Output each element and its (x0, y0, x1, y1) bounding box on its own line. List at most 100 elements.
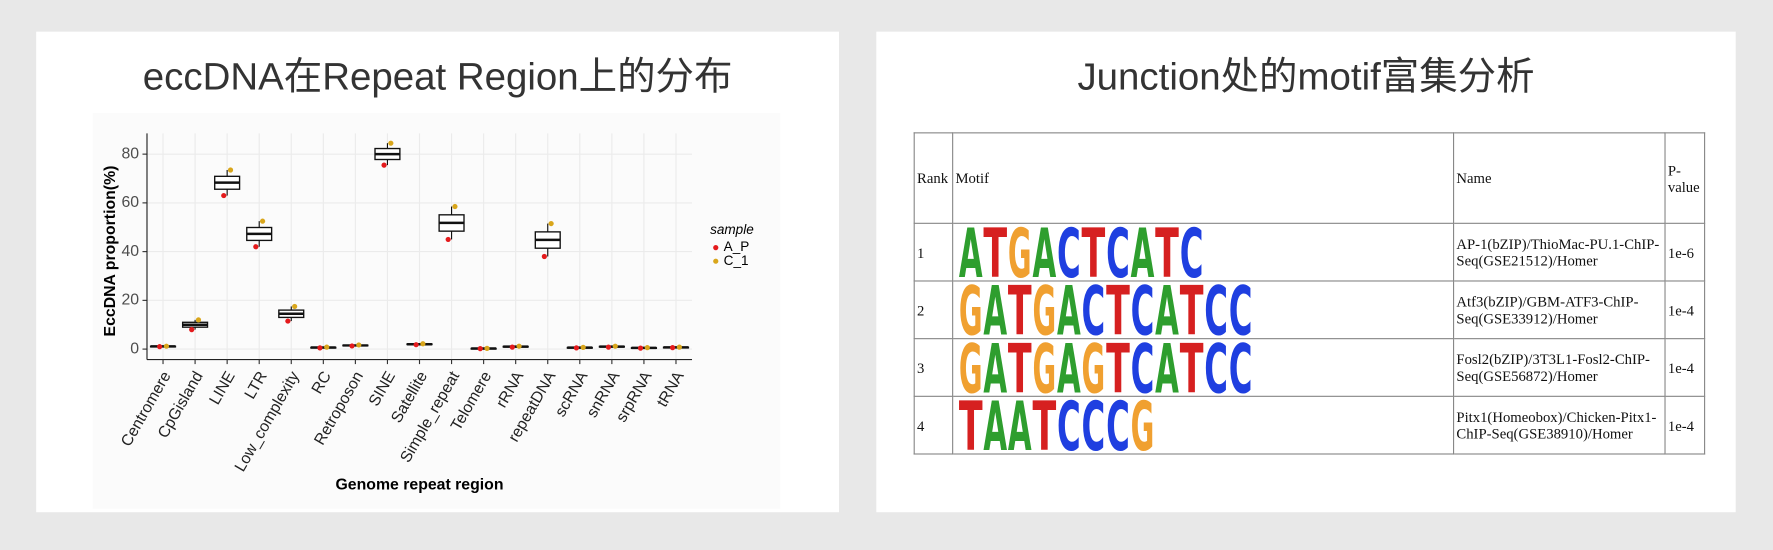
point (548, 220, 554, 227)
name-cell: Pitx1(Homeobox)/Chicken-Pitx1-ChIP-Seq(G… (1453, 395, 1666, 455)
logo-letter: C (1229, 340, 1253, 394)
logo-letter: T (983, 225, 1007, 279)
logo-letter: T (1032, 398, 1056, 452)
name-cell: Atf3(bZIP)/GBM-ATF3-ChIP-Seq(GSE33912)/H… (1453, 280, 1666, 340)
logo-letter: G (959, 283, 983, 337)
logo-letter: A (1032, 225, 1056, 279)
point (221, 192, 227, 199)
y-axis-title: EccDNA proportion(%) (102, 166, 119, 337)
logo-letter: T (1008, 340, 1032, 394)
logo-letter: C (1229, 283, 1253, 337)
point (612, 343, 618, 349)
y-tick-label: 60 (121, 194, 139, 211)
logo-letter: A (983, 340, 1007, 394)
logo-letter: A (1131, 225, 1155, 279)
motif-table: Rank Motif Name P-value 1 A T G A C T C A T C AP-1(… (913, 132, 1706, 455)
point (644, 345, 650, 351)
logo-letter: T (959, 398, 983, 452)
header-cell: Motif (952, 132, 1455, 224)
logo-letter: G (959, 340, 983, 394)
table-row: 1 A T G A C T C A T C AP-1(bZIP)/ThioMac-PU.1-ChIP-… (913, 222, 1706, 282)
logo-letter: C (1180, 225, 1204, 279)
pvalue-cell: 1e-4 (1664, 395, 1706, 455)
logo-letter: G (1032, 283, 1056, 337)
table-row: 3 G A T G A G T C A T C C Fosl2(bZIP)/3T3L1-Fosl2-ChI… (913, 338, 1706, 397)
point (356, 342, 362, 348)
y-tick-label: 40 (121, 243, 139, 260)
point (484, 345, 490, 351)
logo-letter: T (1082, 225, 1106, 279)
x-axis-title: Genome repeat region (336, 476, 504, 493)
point (189, 327, 195, 333)
point (605, 344, 612, 350)
logo-letter: A (983, 283, 1007, 337)
point (253, 244, 259, 250)
legend-label: C_1 (724, 253, 749, 268)
y-tick-label: 80 (121, 145, 139, 162)
point (573, 345, 580, 351)
logo-letter: A (1155, 283, 1179, 337)
logo-letter: T (1180, 283, 1204, 337)
logo-letter: G (1032, 340, 1056, 394)
header-cell: P-value (1664, 132, 1706, 224)
right-title: Junction处的motif富集分析 (1077, 55, 1534, 98)
logo-letter: G (1008, 225, 1032, 279)
y-tick-label: 0 (130, 340, 139, 357)
table-row: 4 T A A T C C C G Pitx1(Homeobox)/Chicken-Pitx1-C… (913, 395, 1706, 455)
logo-letter: T (1180, 340, 1204, 394)
point (452, 203, 458, 210)
point (580, 344, 586, 350)
logo-letter: G (1082, 340, 1106, 394)
pvalue-cell: 1e-4 (1664, 280, 1706, 340)
rank-cell: 4 (913, 395, 954, 455)
logo-letter: T (1106, 340, 1130, 394)
point (292, 303, 298, 310)
legend-label: A_P (724, 239, 750, 254)
plot-background (92, 113, 781, 509)
point (317, 345, 323, 351)
name-cell: AP-1(bZIP)/ThioMac-PU.1-ChIP-Seq(GSE2151… (1453, 222, 1666, 282)
logo-letter: A (1155, 340, 1179, 394)
point (259, 218, 266, 224)
point (388, 140, 394, 146)
logo-letter: G (1131, 398, 1155, 452)
y-tick-label: 20 (121, 292, 139, 309)
logo-letter: C (1106, 225, 1130, 279)
point (324, 344, 330, 350)
logo-letter: A (1008, 398, 1032, 452)
logo-letter: A (1057, 283, 1081, 337)
logo-letter: C (1057, 398, 1081, 452)
point (516, 343, 522, 349)
pvalue-cell: 1e-4 (1664, 338, 1706, 397)
header-row: Rank Motif Name P-value (913, 132, 1706, 224)
rank-cell: 2 (913, 280, 954, 340)
point (509, 344, 515, 350)
logo-letter: T (1008, 283, 1032, 337)
point (349, 343, 355, 349)
point (285, 318, 291, 324)
point (637, 345, 644, 351)
legend-swatch (713, 258, 719, 264)
point (163, 343, 170, 349)
point (445, 236, 451, 243)
logo-letter: A (983, 398, 1007, 452)
point (669, 345, 676, 351)
point (413, 342, 419, 348)
logo-letter: C (1057, 225, 1081, 279)
table-row: 2 G A T G A C T C A T C C Atf3(bZIP)/GBM-ATF3-ChIP-Se… (913, 280, 1706, 340)
logo-letter: C (1204, 340, 1228, 394)
header-cell: Name (1453, 132, 1666, 224)
left-title: eccDNA在Repeat Region上的分布 (143, 55, 733, 98)
point (195, 317, 202, 323)
point (381, 162, 387, 168)
point (420, 341, 426, 347)
logo-letter: A (1057, 340, 1081, 394)
logo-letter: C (1106, 398, 1130, 452)
legend-swatch (713, 245, 719, 251)
